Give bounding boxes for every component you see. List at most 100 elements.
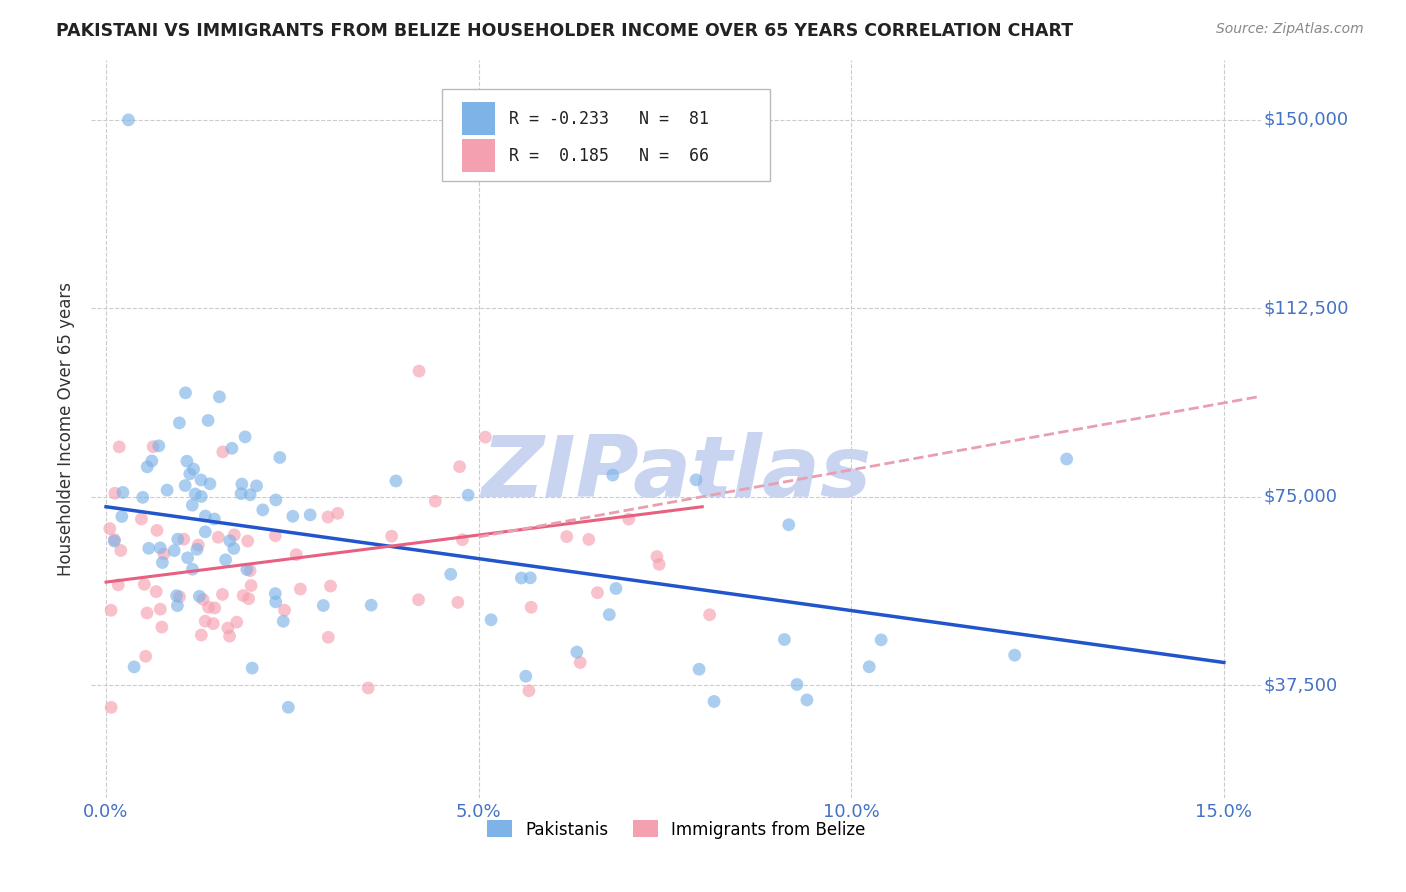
Point (194, 614, 217, 628)
Point (211, 587, 233, 601)
Text: Source: ZipAtlas.com: Source: ZipAtlas.com (1216, 22, 1364, 37)
Point (236, 562, 259, 576)
Point (103, 533, 125, 547)
Point (565, 645, 588, 659)
Point (166, 532, 188, 546)
Point (699, 607, 721, 622)
Point (198, 476, 221, 491)
Point (169, 416, 191, 430)
Point (122, 660, 145, 674)
Point (773, 632, 796, 647)
Point (221, 442, 243, 456)
Point (586, 585, 609, 599)
Point (207, 530, 229, 544)
Point (238, 591, 260, 606)
Point (194, 509, 217, 524)
Point (316, 510, 339, 524)
Point (870, 632, 893, 647)
Point (617, 512, 640, 526)
Point (145, 584, 167, 599)
Point (240, 578, 263, 592)
Point (190, 490, 212, 504)
Y-axis label: Householder Income Over 65 years: Householder Income Over 65 years (58, 282, 75, 576)
Point (273, 603, 295, 617)
Point (149, 541, 172, 555)
Point (100, 603, 122, 617)
Point (184, 487, 207, 501)
Point (107, 578, 129, 592)
FancyBboxPatch shape (463, 102, 495, 136)
FancyBboxPatch shape (463, 139, 495, 172)
Point (796, 693, 818, 707)
Point (174, 478, 197, 492)
Point (190, 473, 212, 487)
Point (319, 579, 342, 593)
Text: $112,500: $112,500 (1264, 300, 1348, 318)
Point (408, 364, 430, 378)
Point (381, 529, 404, 543)
Point (555, 530, 578, 544)
Point (176, 454, 198, 468)
Point (191, 592, 214, 607)
Point (188, 589, 211, 603)
Point (233, 430, 256, 444)
Point (208, 390, 231, 404)
Point (142, 440, 165, 454)
Point (510, 571, 533, 585)
Point (131, 512, 153, 526)
Point (281, 509, 304, 524)
Point (183, 462, 205, 476)
Point (232, 589, 254, 603)
Point (326, 506, 349, 520)
Point (264, 492, 287, 507)
Point (316, 630, 339, 644)
Point (236, 534, 259, 549)
Point (515, 669, 537, 683)
Point (181, 498, 204, 512)
Point (598, 607, 620, 622)
Point (222, 541, 245, 556)
Point (360, 598, 382, 612)
Point (277, 700, 299, 714)
Text: R =  0.185   N =  66: R = 0.185 N = 66 (509, 146, 709, 165)
Point (138, 541, 160, 556)
Point (187, 538, 209, 552)
Point (174, 385, 197, 400)
Point (605, 582, 627, 596)
Point (474, 430, 496, 444)
Point (150, 556, 173, 570)
Point (520, 600, 543, 615)
Point (264, 595, 287, 609)
Text: $75,000: $75,000 (1264, 488, 1337, 506)
Point (103, 534, 125, 549)
Text: $150,000: $150,000 (1264, 111, 1348, 128)
Point (166, 589, 188, 603)
Point (135, 649, 157, 664)
Point (245, 479, 267, 493)
Point (176, 550, 198, 565)
Point (285, 548, 308, 562)
Point (190, 628, 212, 642)
Point (271, 615, 294, 629)
Point (110, 543, 132, 558)
Text: R = -0.233   N =  81: R = -0.233 N = 81 (509, 110, 709, 128)
Point (385, 474, 408, 488)
Point (447, 595, 470, 609)
Point (214, 553, 236, 567)
Point (194, 524, 217, 539)
Point (408, 592, 430, 607)
Point (479, 613, 502, 627)
Point (252, 503, 274, 517)
Point (688, 662, 710, 676)
Point (240, 661, 263, 675)
Point (169, 590, 191, 604)
Point (451, 533, 474, 547)
Text: $37,500: $37,500 (1264, 676, 1337, 694)
Point (645, 549, 668, 564)
Point (602, 468, 624, 483)
Point (202, 616, 225, 631)
Point (197, 600, 219, 615)
Point (166, 599, 188, 613)
Point (648, 558, 671, 572)
Legend: Pakistanis, Immigrants from Belize: Pakistanis, Immigrants from Belize (479, 814, 872, 846)
